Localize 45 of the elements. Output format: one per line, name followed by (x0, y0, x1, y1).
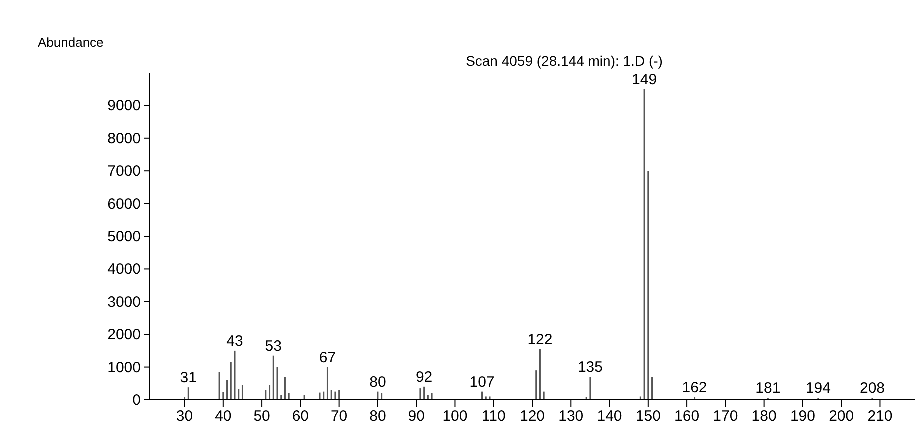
x-tick-label: 100 (442, 408, 468, 425)
annotation: 31 (180, 370, 197, 387)
annotation: 135 (578, 359, 603, 376)
y-tick-label: 8000 (108, 130, 141, 148)
annotation: 208 (860, 380, 886, 398)
y-tick-label: 5000 (108, 228, 141, 246)
annotation: 92 (416, 368, 433, 386)
y-tick-label: 3000 (108, 294, 141, 311)
y-tick-label: 7000 (108, 163, 141, 180)
y-tick-label: 2000 (108, 326, 141, 344)
annotation: 194 (806, 380, 831, 398)
y-axis-title: Abundance (38, 35, 104, 50)
x-tick-label: 140 (597, 408, 622, 425)
x-tick-label: 170 (713, 408, 738, 425)
x-tick-label: 130 (558, 408, 584, 425)
annotation: 67 (319, 349, 336, 366)
x-tick-label: 190 (790, 408, 816, 425)
x-tick-label: 90 (408, 408, 425, 425)
y-tick-label: 4000 (108, 261, 141, 278)
x-tick-label: 200 (829, 408, 854, 425)
x-tick-label: 150 (636, 408, 661, 425)
x-tick-label: 60 (292, 408, 310, 425)
y-tick-label: 0 (132, 392, 141, 409)
annotation: 107 (470, 374, 495, 391)
x-tick-label: 180 (752, 408, 777, 425)
x-tick-label: 110 (482, 408, 506, 425)
annotation: 53 (265, 338, 282, 355)
y-tick-label: 1000 (108, 359, 141, 376)
annotation: 162 (682, 379, 708, 396)
chart-title: Scan 4059 (28.144 min): 1.D (-) (466, 53, 663, 69)
x-tick-label: 160 (674, 408, 700, 425)
x-tick-label: 120 (520, 408, 546, 425)
annotation: 43 (226, 332, 244, 350)
x-tick-label: 50 (254, 408, 270, 425)
annotation: 181 (756, 380, 781, 398)
x-tick-label: 80 (370, 408, 386, 425)
y-tick-label: 6000 (108, 196, 141, 213)
y-tick-label: 9000 (108, 98, 141, 115)
x-tick-label: 70 (330, 408, 348, 425)
x-tick-label: 210 (868, 408, 893, 425)
x-tick-label: 30 (176, 408, 194, 425)
x-tick-label: 40 (215, 408, 232, 425)
annotation: 149 (632, 71, 658, 88)
annotation: 80 (370, 374, 386, 391)
annotation: 122 (528, 331, 553, 348)
